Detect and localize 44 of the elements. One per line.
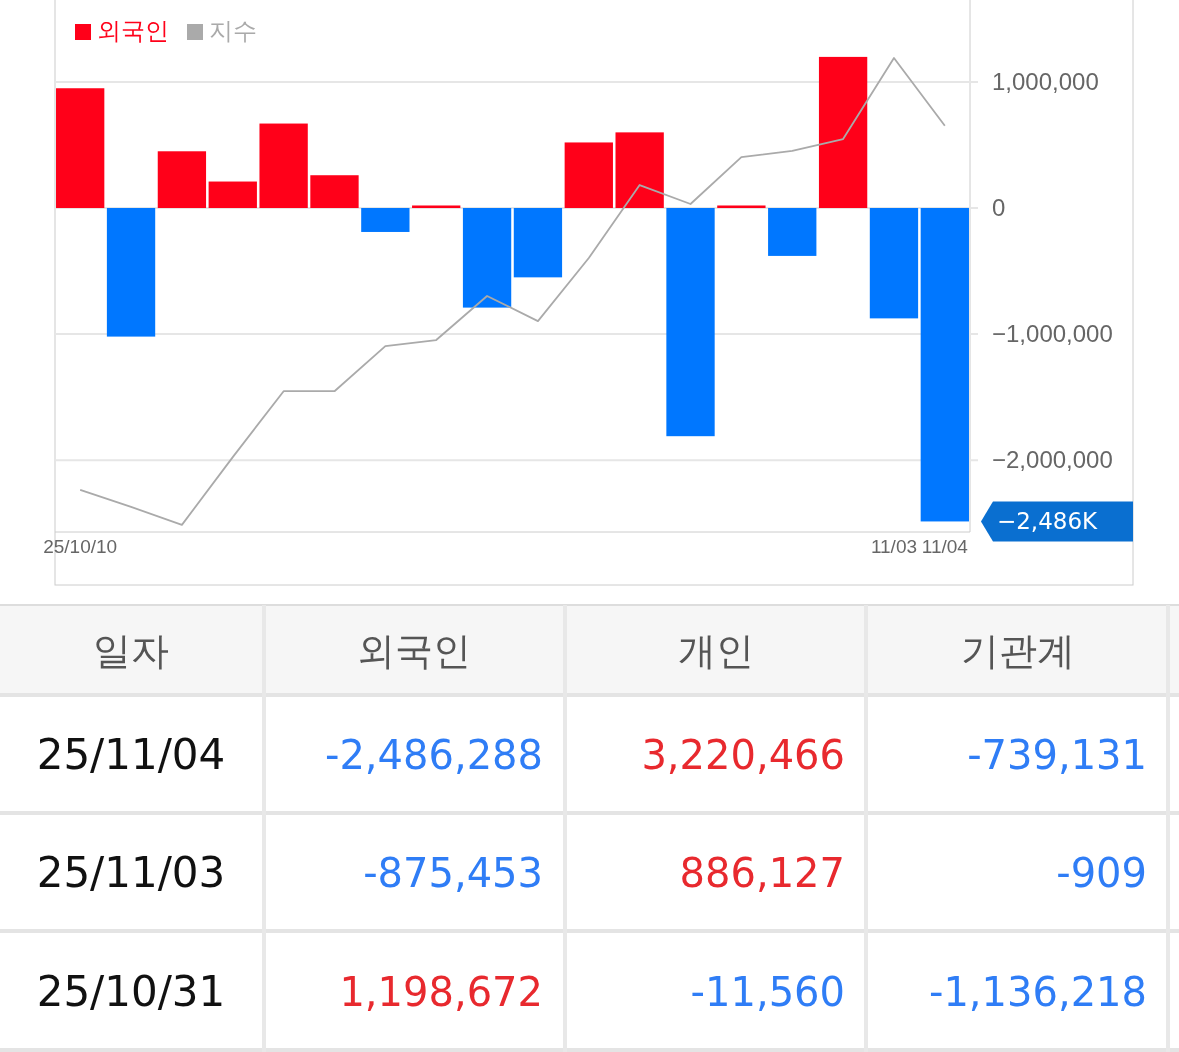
bar [412,205,461,209]
bar [462,208,512,308]
bar [920,208,969,522]
bar [818,56,868,209]
y-tick-label: 0 [992,194,1006,222]
text: -2,486,288 [324,732,543,778]
bar [513,208,563,278]
legend-label: 지수 [209,17,257,45]
text: 1,198,672 [339,968,543,1015]
legend-label: 외국인 [97,17,169,45]
category-label: 개인 [678,629,754,673]
text: -739,131 [967,732,1147,778]
annotation: −2,486K [996,508,1099,535]
bar [157,151,207,209]
x-tick-label: 11/03 [870,536,918,558]
text: 886,127 [679,850,845,896]
category-label: 기관계 [960,629,1075,673]
category-label: 25/11/04 [36,730,226,779]
bar [869,208,919,319]
y-tick-label: 1,000,000 [992,68,1099,96]
bar [564,142,613,209]
bar [717,205,766,209]
category-label: 25/10/31 [36,966,226,1016]
bar [56,88,105,209]
text: -909 [1056,850,1147,896]
bar [768,208,817,256]
bar [666,208,715,437]
bar [106,208,156,337]
bar [259,123,308,209]
bar [615,132,664,209]
category-label: 외국인 [357,629,471,673]
category-label: 일자 [93,629,169,673]
category-label: 25/11/03 [36,848,226,897]
text: -1,136,218 [928,968,1147,1015]
bar [208,181,257,209]
x-tick-label: 11/04 [921,536,969,558]
text: 3,220,466 [641,732,845,778]
y-tick-label: −1,000,000 [992,320,1113,348]
y-tick-label: −2,000,000 [992,446,1113,474]
text: -11,560 [690,968,845,1015]
x-tick-label: 25/10/10 [43,536,118,558]
bar [361,208,410,232]
bar [310,175,359,209]
text: -875,453 [363,850,543,896]
